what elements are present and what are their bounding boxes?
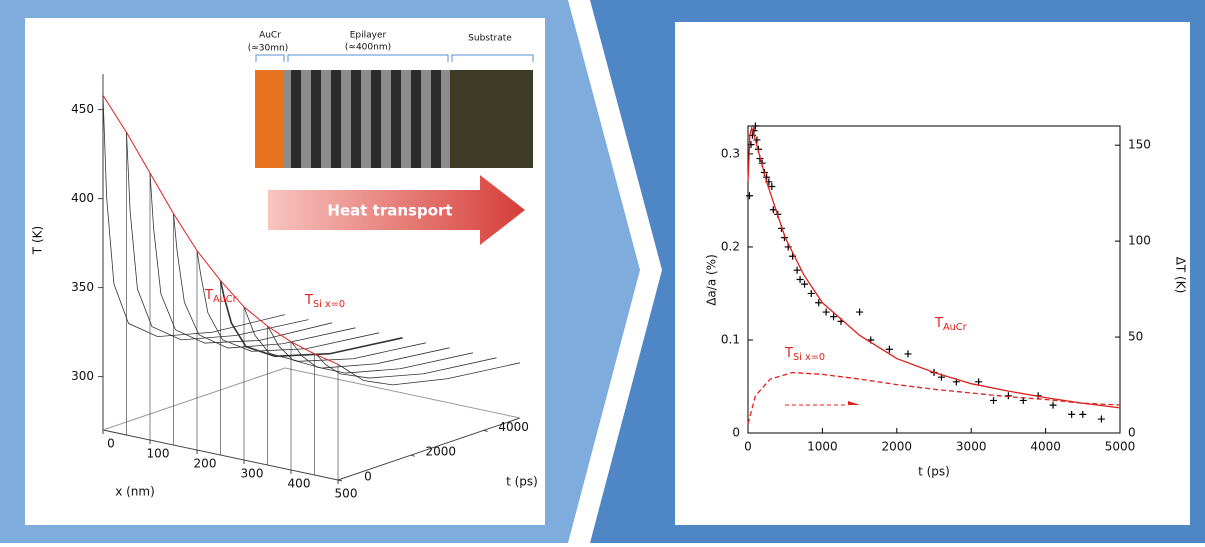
- stripe: [371, 70, 381, 168]
- y-tick-label: 0: [732, 426, 740, 440]
- annotation-main: T: [304, 293, 313, 308]
- layer-aucr: [255, 70, 283, 168]
- z-tick-label: 400: [71, 191, 94, 205]
- y-tick-label: 0.3: [721, 146, 740, 160]
- layer-epi: [283, 70, 450, 168]
- t-tick-label: 4000: [498, 420, 529, 434]
- x-tick-label: 4000: [1030, 440, 1061, 454]
- z-tick-label: 450: [71, 102, 94, 116]
- inset-label: Epilayer: [350, 31, 387, 41]
- x-tick-label: 3000: [956, 440, 987, 454]
- annotation-main: T: [934, 316, 943, 331]
- annotation-sub: AuCr: [213, 294, 238, 305]
- stripe: [311, 70, 321, 168]
- y2-axis-label: ΔT (K): [1174, 257, 1188, 294]
- annotation-sub: Si x=0: [793, 352, 825, 363]
- z-axis-label: T (K): [31, 226, 45, 255]
- annotation-main: T: [204, 288, 213, 303]
- x-tick-label: 1000: [807, 440, 838, 454]
- t-axis-label: t (ps): [506, 475, 538, 489]
- inset-label: AuCr: [259, 31, 281, 41]
- x-tick-label: 2000: [882, 440, 913, 454]
- y2-tick-label: 50: [1128, 330, 1143, 344]
- y2-tick-label: 150: [1128, 138, 1151, 152]
- inset-label: Substrate: [468, 34, 512, 44]
- z-tick-label: 350: [71, 280, 94, 294]
- y2-tick-label: 100: [1128, 234, 1151, 248]
- inset-label: (≈400nm): [345, 43, 391, 53]
- y-tick-label: 0.2: [721, 239, 740, 253]
- layer-substrate: [450, 70, 533, 168]
- t-tick-label: 2000: [426, 445, 457, 459]
- inset-label: (≈30mn): [248, 44, 289, 54]
- stripe: [411, 70, 421, 168]
- annotation-main: T: [784, 346, 793, 361]
- x-tick-label: 200: [194, 457, 217, 471]
- x-tick-label: 500: [335, 487, 358, 501]
- arrow-label: Heat transport: [327, 202, 452, 220]
- y-tick-label: 0.1: [721, 332, 740, 346]
- annotation-sub: Si x=0: [313, 299, 345, 310]
- x-tick-label: 300: [241, 467, 264, 481]
- z-tick-label: 300: [71, 369, 94, 383]
- x-tick-label: 0: [107, 437, 115, 451]
- x-tick-label: 5000: [1105, 440, 1136, 454]
- annotation-sub: AuCr: [943, 322, 968, 333]
- stripe: [431, 70, 441, 168]
- y2-tick-label: 0: [1128, 426, 1136, 440]
- y-axis-label: Δa/a (%): [705, 254, 719, 306]
- stripe: [391, 70, 401, 168]
- stripe: [331, 70, 341, 168]
- x-tick-label: 0: [744, 440, 752, 454]
- stripe: [351, 70, 361, 168]
- x-axis-label: t (ps): [918, 465, 950, 479]
- x-tick-label: 400: [288, 477, 311, 491]
- figure: AuCr (≈30mn) Epilayer (≈400nm) Substrate…: [0, 0, 1205, 543]
- stripe: [291, 70, 301, 168]
- x-tick-label: 100: [147, 447, 170, 461]
- t-tick-label: 0: [364, 470, 372, 484]
- x-axis-label: x (nm): [115, 485, 155, 499]
